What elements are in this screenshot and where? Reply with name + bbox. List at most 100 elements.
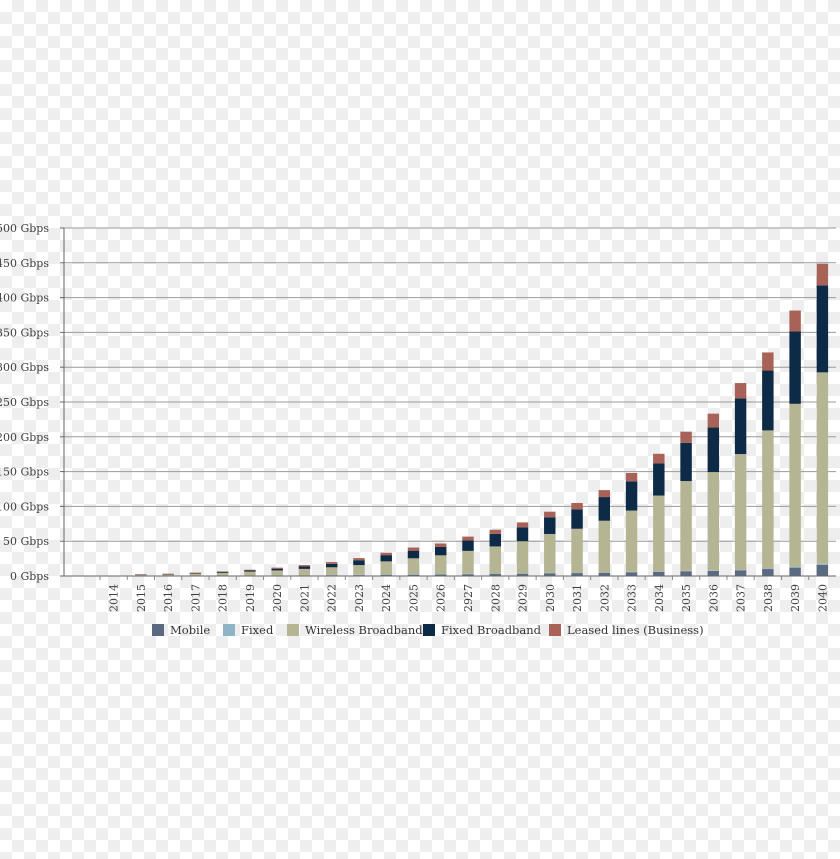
x-tick-label: 2927 xyxy=(462,584,475,612)
x-tick-label: 2026 xyxy=(435,584,448,612)
bar-segment xyxy=(435,543,447,547)
bar-segment xyxy=(325,562,338,564)
bar-segment xyxy=(271,570,283,576)
bar-segment xyxy=(435,574,447,576)
bar-segment xyxy=(789,566,801,568)
bar-segment xyxy=(653,571,665,572)
bar-segment xyxy=(762,370,774,431)
x-tick-label: 2029 xyxy=(517,584,530,612)
bar-segment xyxy=(544,517,556,534)
bar-segment xyxy=(353,574,365,576)
bar-segment xyxy=(216,571,229,572)
x-axis-ticks: 2014 2015 2016 2017 2018 2019 2020 2021 2022 2023… xyxy=(99,576,829,612)
bar-segment xyxy=(216,571,229,573)
bar-segment xyxy=(653,463,665,496)
legend-label: Fixed xyxy=(241,623,274,637)
legend-swatch xyxy=(287,624,299,636)
legend-swatch xyxy=(549,624,561,636)
x-tick-label: 2015 xyxy=(135,584,148,612)
bar-segment xyxy=(462,574,474,576)
bar-segment xyxy=(216,572,229,576)
bar-segment xyxy=(189,573,202,576)
bar-segment xyxy=(816,564,829,576)
bar-segment xyxy=(489,573,501,576)
bar-segment xyxy=(544,573,556,576)
bar-segment xyxy=(380,574,392,576)
bar-segment xyxy=(271,568,283,571)
y-tick-label: 0 Gbps xyxy=(10,570,49,583)
bar-segment xyxy=(625,472,638,482)
bar-segment xyxy=(734,454,747,570)
bar-segment xyxy=(734,570,747,576)
y-tick-label: 350 Gbps xyxy=(0,326,49,339)
bar-segment xyxy=(789,310,801,332)
bar-segment xyxy=(489,529,501,534)
bar-segment xyxy=(353,565,365,575)
x-tick-label: 2039 xyxy=(789,584,802,612)
bar-segment xyxy=(325,567,338,575)
y-tick-label: 50 Gbps xyxy=(3,535,49,548)
x-tick-label: 2032 xyxy=(598,584,611,612)
bar-segment xyxy=(462,573,474,575)
bar-segment xyxy=(162,573,174,575)
bar-segment xyxy=(489,533,501,547)
x-tick-label: 2028 xyxy=(489,584,502,612)
bar-segment xyxy=(135,574,147,576)
y-tick-label: 400 Gbps xyxy=(0,292,49,305)
bar-segment xyxy=(653,571,665,576)
bar-segment xyxy=(380,552,392,556)
bar-segment xyxy=(407,558,420,575)
bar-segment xyxy=(625,571,638,573)
bar-segment xyxy=(244,571,256,576)
x-tick-label: 2024 xyxy=(380,584,393,612)
bar-segment xyxy=(462,540,474,551)
y-tick-label: 200 Gbps xyxy=(0,431,49,444)
bar-segment xyxy=(707,427,720,473)
bar-segment xyxy=(707,472,720,571)
bar-segment xyxy=(762,568,774,570)
bar-segment xyxy=(734,383,747,399)
legend-label: Leased lines (Business) xyxy=(567,623,704,637)
bar-segment xyxy=(489,546,501,574)
bar-segment xyxy=(189,573,202,574)
bar-segment xyxy=(598,572,611,576)
bar-segment xyxy=(707,570,720,571)
bar-segment xyxy=(762,352,774,371)
bar-segment xyxy=(462,536,474,541)
bar-segment xyxy=(298,566,311,569)
bar-segment xyxy=(189,572,202,574)
bar-segment xyxy=(598,490,611,498)
bar-segment xyxy=(162,574,174,576)
x-tick-label: 2022 xyxy=(326,584,339,612)
legend-label: Mobile xyxy=(170,623,210,637)
bar-segment xyxy=(298,568,311,576)
x-tick-label: 2030 xyxy=(544,584,557,612)
bars xyxy=(135,263,829,577)
axes xyxy=(63,228,836,577)
legend: Mobile Fixed Wireless Broadband Fixed Broad… xyxy=(152,623,704,637)
bar-segment xyxy=(734,569,747,571)
bar-segment xyxy=(135,574,147,575)
x-tick-label: 2031 xyxy=(571,584,584,612)
bar-segment xyxy=(625,572,638,576)
bar-segment xyxy=(680,442,692,482)
bar-segment xyxy=(516,527,529,542)
bar-segment xyxy=(653,453,665,464)
bar-segment xyxy=(435,574,447,575)
bar-segment xyxy=(380,574,392,576)
bar-segment xyxy=(544,572,556,574)
x-tick-label: 2025 xyxy=(407,584,420,612)
bar-segment xyxy=(816,285,829,373)
legend-swatch xyxy=(223,624,235,636)
bar-segment xyxy=(244,569,256,571)
bar-segment xyxy=(734,398,747,455)
bar-segment xyxy=(762,569,774,576)
bar-segment xyxy=(407,574,420,575)
bar-segment xyxy=(298,565,311,567)
bar-segment xyxy=(816,372,829,564)
y-tick-label: 100 Gbps xyxy=(0,500,49,513)
bar-segment xyxy=(707,413,720,428)
x-tick-label: 2034 xyxy=(653,584,666,612)
bar-segment xyxy=(325,574,338,576)
